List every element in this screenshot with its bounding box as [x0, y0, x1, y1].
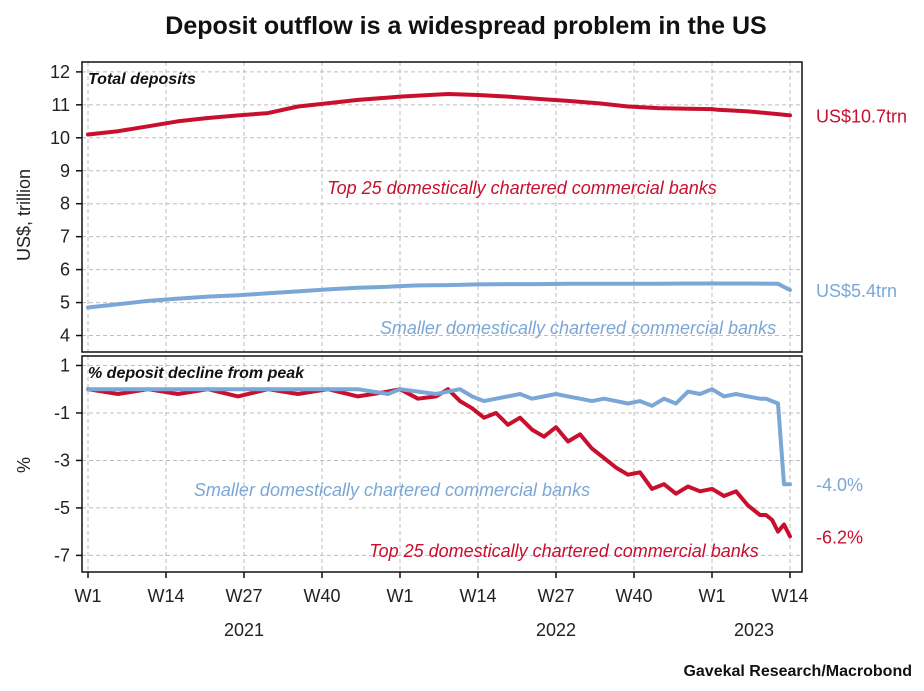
x-tick-label: W1 [75, 586, 102, 606]
y-tick-label: 11 [51, 95, 70, 115]
series-label-blue: Smaller domestically chartered commercia… [380, 318, 776, 338]
end-label-blue: -4.0% [816, 475, 863, 495]
x-year-label: 2022 [536, 620, 576, 640]
y-tick-label: -3 [54, 450, 70, 470]
end-label-red: US$10.7trn [816, 106, 907, 126]
y-tick-label: 9 [60, 161, 70, 181]
x-tick-label: W27 [225, 586, 262, 606]
series-line-red [86, 387, 792, 539]
x-tick-label: W1 [699, 586, 726, 606]
x-tick-label: W1 [387, 586, 414, 606]
x-tick-label: W40 [303, 586, 340, 606]
x-tick-label: W14 [771, 586, 808, 606]
series-label-red: Top 25 domestically chartered commercial… [327, 178, 717, 198]
panel-frame [81, 61, 803, 353]
y-tick-label: 10 [50, 128, 70, 148]
panel-frame [81, 355, 803, 573]
series-label-red: Top 25 domestically chartered commercial… [369, 541, 759, 561]
series-line-red [86, 92, 792, 137]
y-tick-label: 5 [60, 293, 70, 313]
series-label-blue: Smaller domestically chartered commercia… [194, 480, 590, 500]
x-year-label: 2021 [224, 620, 264, 640]
series-line-blue [86, 281, 792, 310]
x-tick-label: W14 [147, 586, 184, 606]
x-tick-label: W40 [615, 586, 652, 606]
x-tick-label: W14 [459, 586, 496, 606]
chart-title: Deposit outflow is a widespread problem … [165, 12, 766, 40]
end-label-red: -6.2% [816, 527, 863, 547]
panel-title: % deposit decline from peak [88, 365, 305, 382]
y-tick-label: -7 [54, 545, 70, 565]
y-tick-label: 12 [50, 62, 70, 82]
end-label-blue: US$5.4trn [816, 281, 897, 301]
y-tick-label: 8 [60, 194, 70, 214]
x-tick-label: W27 [537, 586, 574, 606]
y-tick-label: 1 [60, 355, 70, 375]
y-axis-label: % [14, 457, 34, 473]
series-line-blue [86, 387, 792, 487]
y-tick-label: -1 [54, 403, 70, 423]
y-tick-label: -5 [54, 498, 70, 518]
panel-2: 1 -1 -3 -5 -7 -6.2% -4.0% % deposit decline fro… [14, 355, 863, 573]
y-tick-label: 4 [60, 326, 70, 346]
plot-area: 12 11 10 9 8 7 6 5 4 US$10.7trn US$5.4trn Total dep… [14, 61, 907, 640]
x-axis: W1 W14 W27 W40 W1 W14 W27 W40 W1 W14 2021 2022 2023 [75, 572, 809, 640]
y-axis-label: US$, trillion [14, 169, 34, 261]
chart-source: Gavekal Research/Macrobond [683, 663, 912, 680]
panel-1: 12 11 10 9 8 7 6 5 4 US$10.7trn US$5.4trn Total dep… [14, 61, 907, 353]
x-year-label: 2023 [734, 620, 774, 640]
y-tick-label: 7 [60, 227, 70, 247]
y-tick-label: 6 [60, 260, 70, 280]
panel-title: Total deposits [88, 71, 196, 88]
